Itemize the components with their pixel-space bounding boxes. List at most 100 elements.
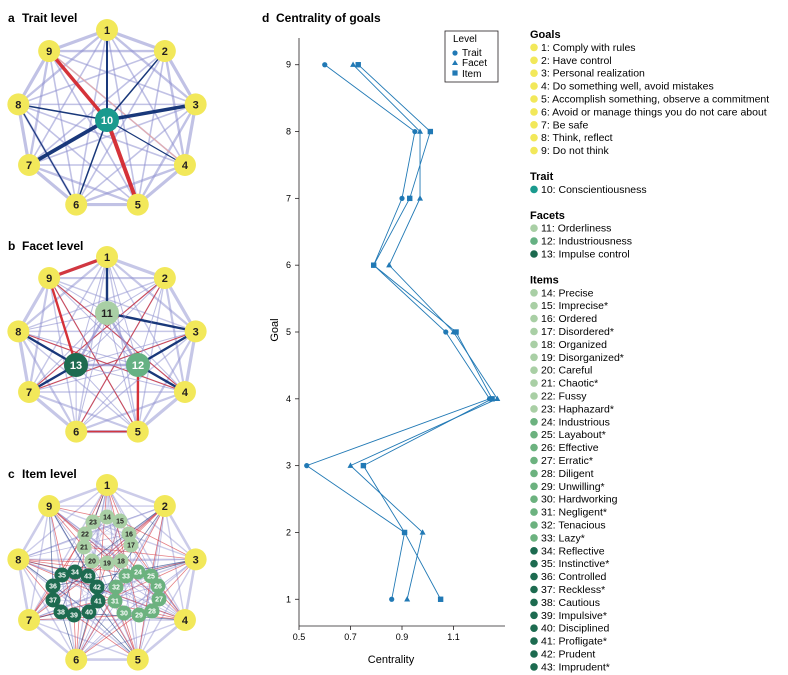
item-node-c-32	[108, 579, 124, 595]
item-node-c-15	[112, 513, 128, 529]
panel-d-title: Centrality of goals	[276, 11, 381, 25]
legend-title: Level	[453, 34, 477, 45]
point-facet-goal-1	[404, 596, 411, 602]
legend-goal-9-swatch	[530, 146, 538, 155]
item-node-c-24	[130, 564, 146, 580]
goal-node-b-4	[173, 381, 196, 403]
goal-node-b-5	[126, 420, 149, 443]
goal-node-b-7	[18, 381, 41, 403]
legend-item-20: 20: Careful	[541, 365, 592, 377]
legend-trait-marker	[452, 50, 458, 56]
chart-series-markers	[304, 61, 501, 602]
legend-item-33-swatch	[530, 534, 538, 542]
item-node-c-34-label: 34	[71, 570, 79, 577]
legend-goal-3-swatch	[530, 69, 538, 77]
point-item-goal-8	[427, 128, 434, 135]
panel-a-title: Trait level	[22, 11, 77, 25]
facet-node-b-11	[95, 301, 119, 325]
legend-item-27-swatch	[530, 456, 538, 465]
legend-item-18-swatch	[530, 340, 538, 349]
goal-node-a-5-label: 5	[135, 200, 141, 212]
legend-item-17: 17: Disordered*	[541, 326, 614, 338]
point-trait-goal-3	[304, 463, 310, 469]
y-tick-label-3: 4	[286, 394, 291, 404]
goal-node-a-4	[173, 154, 196, 176]
legend-trait-label: Trait	[462, 48, 482, 59]
item-node-c-43	[80, 568, 96, 584]
legend-item-33: 33: Lazy*	[541, 532, 585, 544]
goal-node-c-8	[7, 548, 30, 571]
item-node-c-22	[77, 526, 93, 542]
legend-trait-1: 10: Conscientiousness	[541, 184, 647, 196]
item-node-c-40	[81, 604, 97, 620]
legend-item-16: 16: Ordered	[541, 313, 597, 325]
legend-goal-5: 5: Accomplish something, observe a commi…	[541, 94, 769, 106]
legend-goal-7: 7: Be safe	[541, 119, 588, 131]
legend-goals-heading: Goals	[530, 29, 561, 41]
x-tick-label-2: 0.9	[396, 632, 409, 642]
point-facet-goal-6	[386, 261, 393, 268]
legend-facet-marker	[452, 60, 458, 65]
legend-item-21-swatch	[530, 379, 538, 387]
point-facet-goal-3	[347, 462, 354, 468]
item-node-c-36-label: 36	[49, 584, 57, 591]
facet-node-b-12-label: 12	[132, 360, 144, 372]
legend-facet-3-swatch	[530, 250, 538, 258]
point-item-goal-6	[370, 262, 377, 268]
point-trait-goal-5	[443, 329, 449, 335]
goal-node-a-6	[65, 193, 88, 216]
item-node-c-30-label: 30	[120, 611, 128, 618]
goal-node-c-2	[153, 495, 176, 518]
legend-goal-3: 3: Personal realization	[541, 68, 645, 80]
panel-c-letter: c	[8, 467, 15, 481]
item-node-c-35-label: 35	[58, 573, 66, 580]
item-node-c-29	[131, 607, 147, 623]
item-node-c-20-label: 20	[88, 559, 96, 566]
item-node-c-42	[89, 579, 105, 595]
series-line-item	[357, 64, 493, 600]
goal-node-c-6	[65, 648, 88, 671]
legend-item-23-swatch	[530, 405, 538, 413]
legend-item-40-swatch	[530, 624, 538, 632]
goal-node-c-4-label: 4	[182, 615, 189, 627]
item-node-c-36	[45, 578, 61, 594]
legend-item-15: 15: Imprecise*	[541, 300, 608, 312]
y-tick-label-0: 1	[286, 594, 291, 604]
point-facet-goal-7	[417, 195, 424, 201]
goal-node-a-9	[38, 40, 61, 63]
item-node-c-15-label: 15	[116, 519, 124, 526]
item-node-c-26-label: 26	[154, 584, 162, 591]
item-node-c-26	[150, 578, 166, 594]
legend-item-34: 34: Reflective	[541, 545, 605, 557]
legend-item-32: 32: Tenacious	[541, 520, 606, 532]
x-axis-title: Centrality	[368, 654, 415, 666]
legend-item-42: 42: Prudent	[541, 649, 595, 661]
legend-item-18: 18: Organized	[541, 339, 607, 351]
item-node-c-18-label: 18	[117, 559, 125, 566]
goal-node-a-4-label: 4	[182, 160, 189, 172]
item-node-c-14-label: 14	[103, 515, 111, 522]
item-node-c-33	[118, 568, 134, 584]
point-trait-goal-7	[399, 195, 405, 201]
goal-node-c-9	[38, 495, 61, 518]
item-node-c-37	[45, 592, 61, 608]
item-node-c-32-label: 32	[112, 585, 120, 592]
item-node-c-38	[53, 604, 69, 620]
legend-item-14: 14: Precise	[541, 287, 594, 299]
goal-node-b-2-label: 2	[162, 273, 168, 285]
goal-node-c-3-label: 3	[193, 554, 199, 566]
y-tick-label-5: 6	[286, 260, 291, 270]
legend-item-14-swatch	[530, 289, 538, 297]
legend-item-15-swatch	[530, 301, 538, 310]
item-node-c-39-label: 39	[70, 613, 78, 620]
y-tick-label-2: 3	[286, 461, 291, 471]
item-node-c-27	[151, 591, 167, 607]
legend-item-28-swatch	[530, 469, 538, 478]
goal-node-a-8	[7, 93, 30, 116]
legend-trait-1-swatch	[530, 185, 538, 194]
goal-node-a-2-label: 2	[162, 46, 168, 58]
item-node-c-38-label: 38	[57, 610, 65, 617]
legend-item-31: 31: Negligent*	[541, 507, 607, 519]
goal-node-a-7-label: 7	[26, 160, 32, 172]
